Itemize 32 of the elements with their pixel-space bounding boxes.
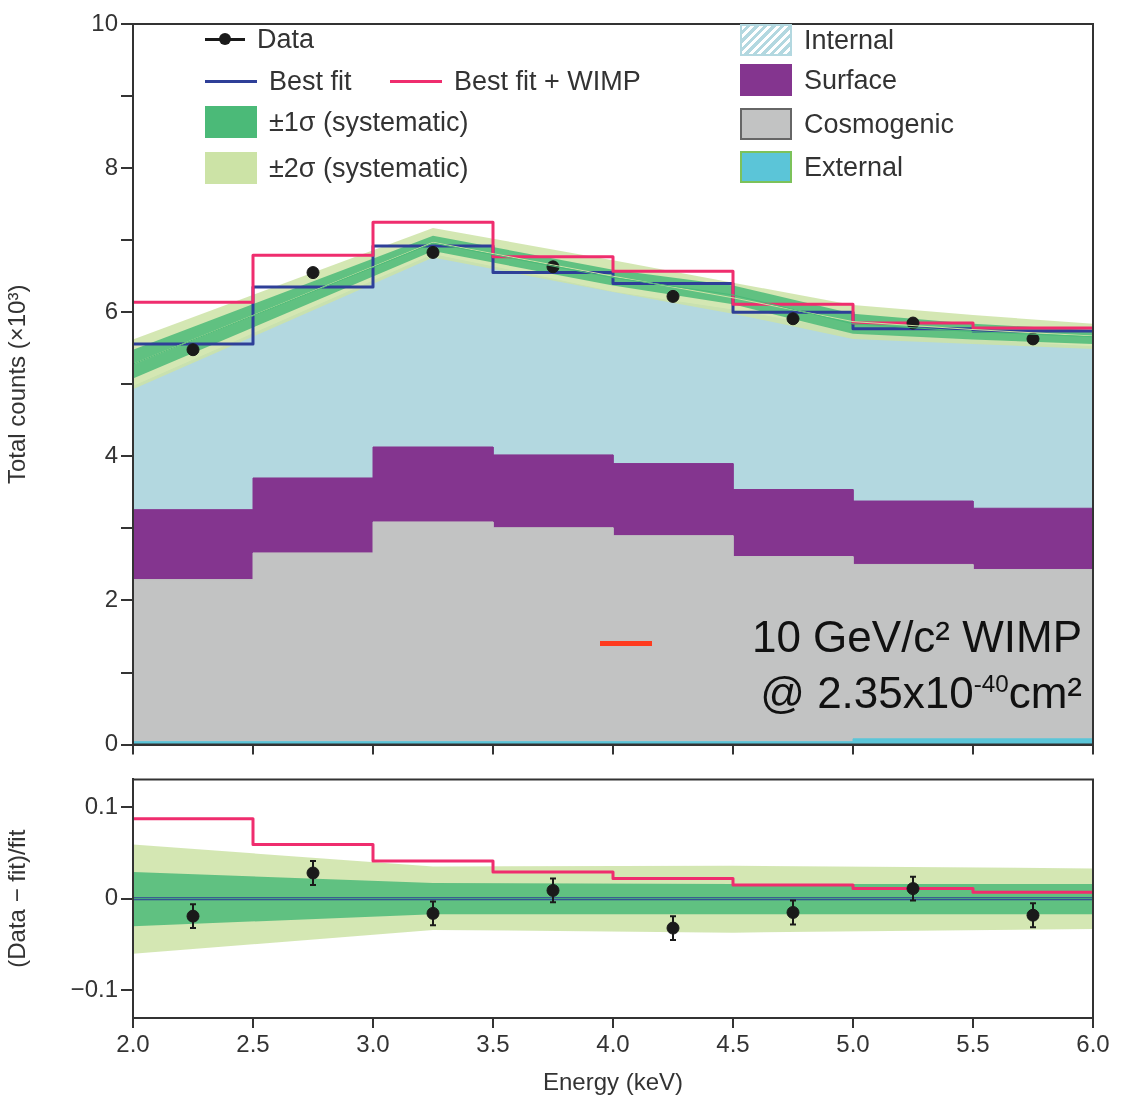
x-tick-label: 2.0	[116, 1030, 150, 1058]
y-tick-label: 10	[91, 8, 118, 36]
x-tick-label: 5.5	[956, 1030, 990, 1058]
legend-label: ±2σ (systematic)	[269, 152, 469, 184]
x-tick-label: 5.0	[836, 1030, 870, 1058]
annotation: 10 GeV/c² WIMP	[751, 612, 1082, 662]
annotation: @ 2.35x10$^{-40}$cm²	[760, 668, 1082, 718]
legend-label: Best fit + WIMP	[454, 66, 641, 97]
x-axis-title: Energy (keV)	[542, 1068, 684, 1096]
x-tick-label: 2.5	[236, 1030, 270, 1058]
x-tick-label: 4.5	[716, 1030, 750, 1058]
legend-label: Data	[257, 24, 315, 55]
x-tick-label: 4.0	[596, 1030, 630, 1058]
y-tick-label: 6	[104, 296, 118, 324]
legend-label: Cosmogenic	[804, 108, 955, 140]
legend-label: ±1σ (systematic)	[269, 106, 469, 138]
legend-label: External	[804, 151, 904, 183]
y-tick-label: 0.1	[84, 791, 118, 819]
y-tick-label: 4	[104, 440, 118, 468]
y-tick-label: 2	[104, 585, 118, 613]
y-tick-label: 0	[104, 729, 118, 757]
x-tick-label: 3.5	[476, 1030, 510, 1058]
legend-label: Best fit	[269, 66, 352, 97]
legend-label: Internal	[804, 24, 895, 56]
y-tick-label: 0	[104, 883, 118, 911]
x-tick-label: 3.0	[356, 1030, 390, 1058]
y-axis-title: Total counts (×10³)	[3, 284, 31, 485]
y-tick-label: 8	[104, 152, 118, 180]
y-tick-label: −0.1	[70, 975, 118, 1003]
y-axis-title: (Data − fit)/fit	[3, 829, 31, 968]
legend-label: Surface	[804, 64, 898, 96]
x-tick-label: 6.0	[1076, 1030, 1110, 1058]
